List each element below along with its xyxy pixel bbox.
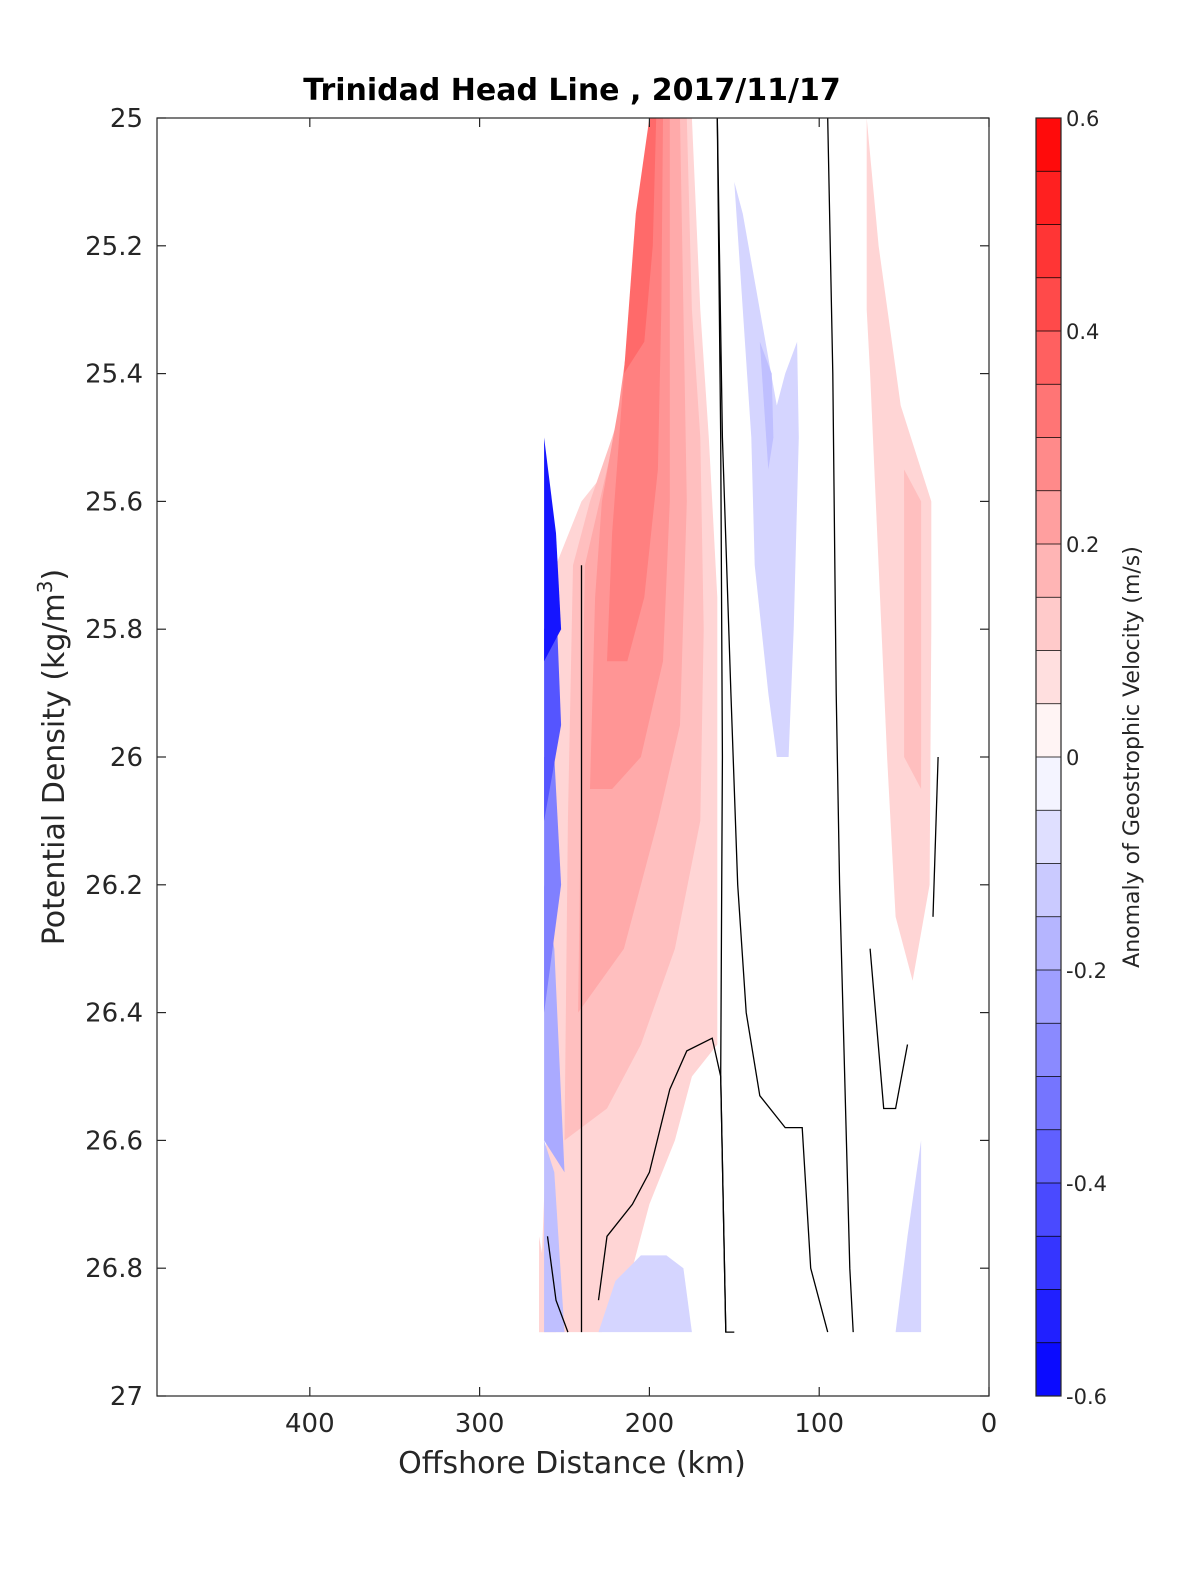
zero-contour-line-1 bbox=[546, 1236, 569, 1333]
y-tick-label: 25 bbox=[110, 104, 143, 134]
colorbar-segment bbox=[1036, 597, 1061, 651]
colorbar-segment bbox=[1036, 544, 1061, 598]
plot-fills bbox=[539, 118, 932, 1333]
colorbar-segment bbox=[1036, 331, 1061, 385]
colorbar-tick-label: -0.6 bbox=[1066, 1385, 1107, 1409]
colorbar-segment bbox=[1036, 384, 1061, 438]
y-tick-label: 26.4 bbox=[85, 999, 143, 1029]
colorbar-segment bbox=[1036, 650, 1061, 705]
colorbar-segment bbox=[1036, 1289, 1061, 1344]
colorbar: 0.6 0.4 0.2 0 -0.2 -0.4 -0.6 bbox=[1035, 107, 1107, 1409]
zero-contour-line-6 bbox=[932, 756, 939, 917]
x-tick-label: 200 bbox=[625, 1409, 675, 1439]
colorbar-tick-label: -0.4 bbox=[1066, 1172, 1107, 1196]
zero-contour-line-3 bbox=[597, 1037, 727, 1333]
colorbar-segment bbox=[1036, 1129, 1061, 1184]
plot-contours bbox=[546, 117, 939, 1333]
contour-fill-13 bbox=[544, 1140, 565, 1333]
zero-contour-line-4 bbox=[716, 117, 829, 1333]
colorbar-segment bbox=[1036, 118, 1061, 172]
y-tick-label: 26.8 bbox=[85, 1254, 143, 1284]
zero-contour-line-2 bbox=[716, 117, 735, 1333]
colorbar-segment bbox=[1036, 437, 1061, 492]
contour-fill-9 bbox=[734, 181, 799, 757]
colorbar-segment bbox=[1036, 1342, 1061, 1397]
colorbar-segment bbox=[1036, 863, 1061, 918]
colorbar-segment bbox=[1036, 1023, 1061, 1077]
y-axis-label-superscript: 3 bbox=[33, 580, 57, 593]
colorbar-tick-label: 0.6 bbox=[1066, 107, 1099, 131]
colorbar-segment bbox=[1036, 916, 1061, 971]
y-axis-label-main: Potential Density (kg/m bbox=[37, 593, 72, 945]
colorbar-segment bbox=[1036, 810, 1061, 864]
colorbar-segment bbox=[1036, 970, 1061, 1024]
y-tick-label: 27 bbox=[110, 1382, 143, 1412]
x-tick-label: 0 bbox=[981, 1409, 998, 1439]
colorbar-segment bbox=[1036, 1236, 1061, 1290]
contour-fill-17 bbox=[544, 437, 562, 662]
x-axis-label: Offshore Distance (km) bbox=[398, 1446, 746, 1481]
x-tick-label: 100 bbox=[794, 1409, 844, 1439]
x-tick-label: 300 bbox=[455, 1409, 505, 1439]
colorbar-segment bbox=[1036, 277, 1061, 332]
colorbar-segment bbox=[1036, 171, 1061, 225]
contour-fill-5 bbox=[623, 118, 657, 374]
contour-fill-10 bbox=[759, 341, 774, 470]
colorbar-label: Anomaly of Geostrophic Velocity (m/s) bbox=[1120, 546, 1145, 968]
chart-title: Trinidad Head Line , 2017/11/17 bbox=[303, 73, 840, 108]
colorbar-segment bbox=[1036, 703, 1061, 758]
colorbar-segment bbox=[1036, 757, 1061, 811]
y-axis-label-suffix: ) bbox=[37, 569, 72, 581]
x-tick-label: 400 bbox=[285, 1409, 335, 1439]
x-axis: 400 300 200 100 0 bbox=[285, 118, 997, 1439]
y-tick-label: 26.6 bbox=[85, 1126, 143, 1156]
contour-fill-7 bbox=[904, 469, 922, 789]
zero-contour-line-5 bbox=[827, 117, 854, 1333]
y-tick-label: 26.2 bbox=[85, 871, 143, 901]
y-axis-label: Potential Density (kg/m3) bbox=[33, 569, 72, 945]
y-tick-label: 25.6 bbox=[85, 487, 143, 517]
contour-fill-11 bbox=[598, 1255, 692, 1333]
y-tick-label: 26 bbox=[110, 743, 143, 773]
colorbar-tick-label: 0.4 bbox=[1066, 320, 1099, 344]
colorbar-segment bbox=[1036, 1076, 1061, 1131]
colorbar-frame bbox=[1035, 117, 1062, 1397]
y-tick-label: 25.8 bbox=[85, 615, 143, 645]
colorbar-segment bbox=[1036, 490, 1061, 545]
y-tick-label: 25.2 bbox=[85, 232, 143, 262]
colorbar-tick-label: 0 bbox=[1066, 746, 1079, 770]
zero-contour-line-7 bbox=[869, 948, 909, 1110]
contour-fill-12 bbox=[895, 1140, 922, 1333]
colorbar-tick-label: -0.2 bbox=[1066, 959, 1107, 983]
y-axis: 25 25.2 25.4 25.6 25.8 26 26.2 26.4 26.6 26.8 27 bbox=[85, 104, 989, 1412]
colorbar-segment bbox=[1036, 1183, 1061, 1237]
colorbar-segment bbox=[1036, 224, 1061, 279]
colorbar-tick-label: 0.2 bbox=[1066, 533, 1099, 557]
contour-fill-15 bbox=[544, 757, 562, 1013]
y-tick-label: 25.4 bbox=[85, 360, 143, 390]
